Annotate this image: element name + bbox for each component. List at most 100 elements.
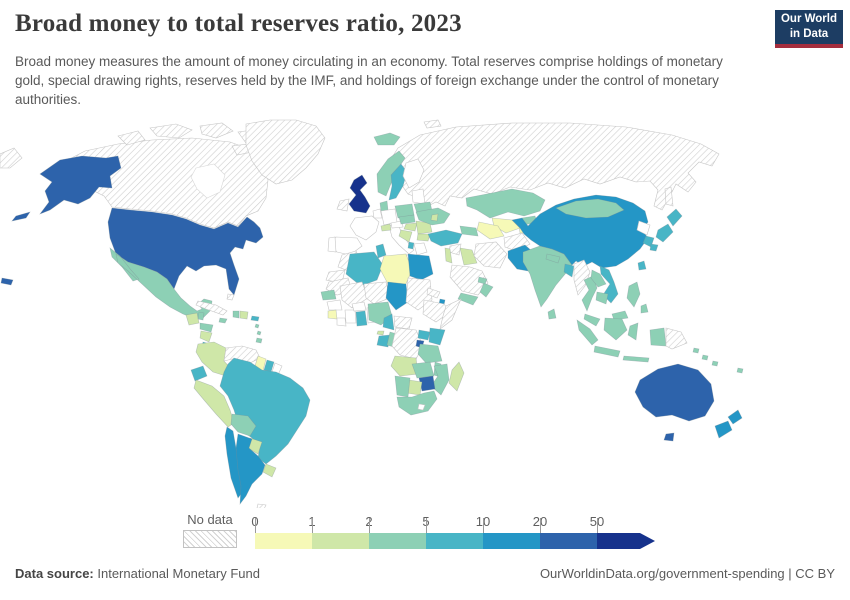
country-sakhalin[interactable]: Sakhalin — [664, 186, 674, 207]
country-guinea[interactable]: Guinea — [326, 299, 343, 311]
country-bulgaria[interactable]: Bulgaria — [416, 233, 431, 242]
country-cameroon[interactable]: Cameroon — [382, 313, 395, 331]
legend-bin-10-20[interactable] — [483, 533, 540, 549]
legend-bin-5-10[interactable] — [426, 533, 483, 549]
country-domrep[interactable]: Dominican Republic — [239, 310, 249, 320]
country-lesotho[interactable]: Lesotho — [417, 403, 426, 411]
country-trinidad[interactable]: Trinidad and Tobago — [255, 337, 263, 344]
country-burkina[interactable]: Burkina Faso — [351, 301, 367, 312]
country-nicaragua[interactable]: Nicaragua — [199, 330, 213, 343]
country-mexico[interactable]: Mexico — [109, 247, 213, 319]
country-uae[interactable]: United Arab Emirates — [477, 276, 488, 285]
country-puertorico[interactable]: Puerto Rico — [250, 315, 260, 322]
legend-bin-2-5[interactable] — [369, 533, 426, 549]
country-yemen[interactable]: Yemen — [457, 292, 479, 306]
legend-bin-50+[interactable] — [597, 533, 640, 549]
country-cambodia[interactable]: Cambodia — [595, 291, 609, 305]
country-malaysia[interactable]: Malaysia — [583, 310, 629, 327]
country-albania[interactable]: Albania — [407, 241, 415, 250]
country-southafrica[interactable]: South Africa — [396, 390, 438, 416]
country-eqguinea[interactable]: Equatorial Guinea — [376, 330, 385, 336]
country-benelux[interactable]: Benelux — [372, 208, 383, 219]
country-czech[interactable]: Czechia and Slovakia — [398, 214, 416, 225]
country-austria[interactable]: Austria — [390, 220, 404, 229]
country-australia[interactable]: Australia — [634, 363, 715, 442]
country-algeria[interactable]: Algeria — [345, 251, 384, 287]
country-cuba[interactable]: Cuba — [195, 300, 228, 316]
country-chad[interactable]: Chad — [385, 281, 409, 311]
country-honduras[interactable]: Honduras — [199, 322, 214, 333]
country-iceland[interactable]: Iceland — [373, 132, 401, 146]
legend-bin-1-2[interactable] — [312, 533, 369, 549]
country-argentina[interactable]: Argentina — [235, 433, 266, 505]
no-data-swatch[interactable] — [183, 530, 237, 548]
country-baltics[interactable]: Baltic states — [411, 188, 426, 205]
country-iraq[interactable]: Iraq — [459, 247, 478, 266]
country-car[interactable]: Central African Republic — [393, 315, 413, 330]
country-caucasus[interactable]: Caucasus — [459, 225, 479, 237]
country-sweden[interactable]: Sweden — [388, 163, 408, 201]
country-ecuador[interactable]: Ecuador — [190, 365, 208, 382]
country-haiti[interactable]: Haiti — [232, 310, 240, 319]
country-uganda[interactable]: Uganda — [417, 329, 431, 341]
country-egypt[interactable]: Egypt — [407, 253, 434, 281]
country-falklands[interactable]: Falkland Islands — [256, 503, 267, 508]
country-pacific[interactable]: Pacific islands — [692, 347, 744, 374]
country-tanzania[interactable]: Tanzania — [417, 343, 443, 364]
country-greece[interactable]: Greece — [413, 242, 428, 256]
country-myanmar[interactable]: Myanmar — [573, 259, 591, 296]
country-uruguay[interactable]: Uruguay — [262, 463, 277, 478]
country-bahamas[interactable]: Bahamas — [226, 293, 235, 301]
country-finland[interactable]: Finland — [402, 158, 425, 189]
country-niger[interactable]: Niger — [363, 281, 391, 305]
country-tunisia[interactable]: Tunisia — [375, 243, 387, 259]
world-map-svg[interactable]: RussiaCanadaHudson BayArctic islandsGree… — [0, 118, 850, 508]
country-hungary[interactable]: Hungary — [403, 222, 418, 232]
country-bolivia[interactable]: Bolivia — [230, 413, 257, 437]
country-philippines[interactable]: Philippines — [626, 281, 649, 314]
country-somalia[interactable]: Somalia — [439, 298, 462, 330]
owid-logo[interactable]: Our World in Data — [775, 10, 843, 48]
country-png[interactable]: Papua New Guinea — [665, 327, 688, 350]
country-turkmenistan[interactable]: Turkmenistan — [476, 221, 505, 240]
country-bangladesh[interactable]: Bangladesh — [563, 263, 575, 278]
country-ivorycoast[interactable]: Cote d'Ivoire — [344, 309, 357, 324]
country-uk[interactable]: United Kingdom — [348, 174, 371, 214]
country-gabon[interactable]: Gabon — [376, 334, 391, 348]
country-ghana[interactable]: Ghana — [355, 310, 368, 327]
country-japan[interactable]: Japan — [649, 208, 683, 252]
country-libya[interactable]: Libya — [379, 253, 413, 287]
country-svalbard[interactable]: Svalbard — [423, 119, 442, 129]
country-uzbekistan[interactable]: Uzbekistan — [491, 217, 521, 234]
country-usa[interactable]: United States — [0, 155, 264, 296]
country-madagascar[interactable]: Madagascar — [448, 361, 465, 392]
country-northkorea[interactable]: North Korea — [636, 220, 651, 236]
country-indonesia[interactable]: Indonesia — [576, 317, 667, 363]
country-belize[interactable]: Belize — [197, 311, 205, 321]
country-kazakhstan[interactable]: Kazakhstan — [465, 188, 546, 219]
country-denmark[interactable]: Denmark — [379, 200, 389, 212]
country-levant[interactable]: Israel and Jordan — [444, 247, 453, 264]
country-peru[interactable]: Peru — [193, 379, 235, 428]
country-angola[interactable]: Angola — [390, 355, 419, 377]
country-lesserantilles[interactable]: Lesser Antilles — [254, 323, 262, 336]
legend-bin-20-50[interactable] — [540, 533, 597, 549]
country-eritrea[interactable]: Eritrea — [426, 287, 441, 299]
world-map[interactable]: RussiaCanadaHudson BayArctic islandsGree… — [0, 118, 850, 508]
country-liberia[interactable]: Liberia — [336, 317, 347, 327]
legend-no-data[interactable]: No data — [183, 512, 237, 548]
country-guatemala[interactable]: Guatemala — [185, 312, 200, 326]
country-zambia[interactable]: Zambia — [411, 361, 435, 379]
country-iran[interactable]: Iran — [473, 241, 508, 269]
country-jamaica[interactable]: Jamaica — [218, 317, 228, 324]
credit-link[interactable]: OurWorldinData.org/government-spending |… — [539, 566, 835, 581]
country-newzealand[interactable]: New Zealand — [714, 409, 743, 439]
country-nepal[interactable]: Nepal — [545, 253, 561, 264]
country-sierraleone[interactable]: Sierra Leone — [327, 309, 338, 320]
country-srilanka[interactable]: Sri Lanka — [547, 308, 557, 320]
country-france[interactable]: France — [349, 215, 380, 241]
country-chukotka[interactable]: Chukotka — [0, 147, 23, 169]
country-ireland[interactable]: Ireland — [336, 198, 350, 212]
country-swiss[interactable]: Switzerland — [380, 223, 392, 232]
legend-bin-0-1[interactable] — [255, 533, 312, 549]
